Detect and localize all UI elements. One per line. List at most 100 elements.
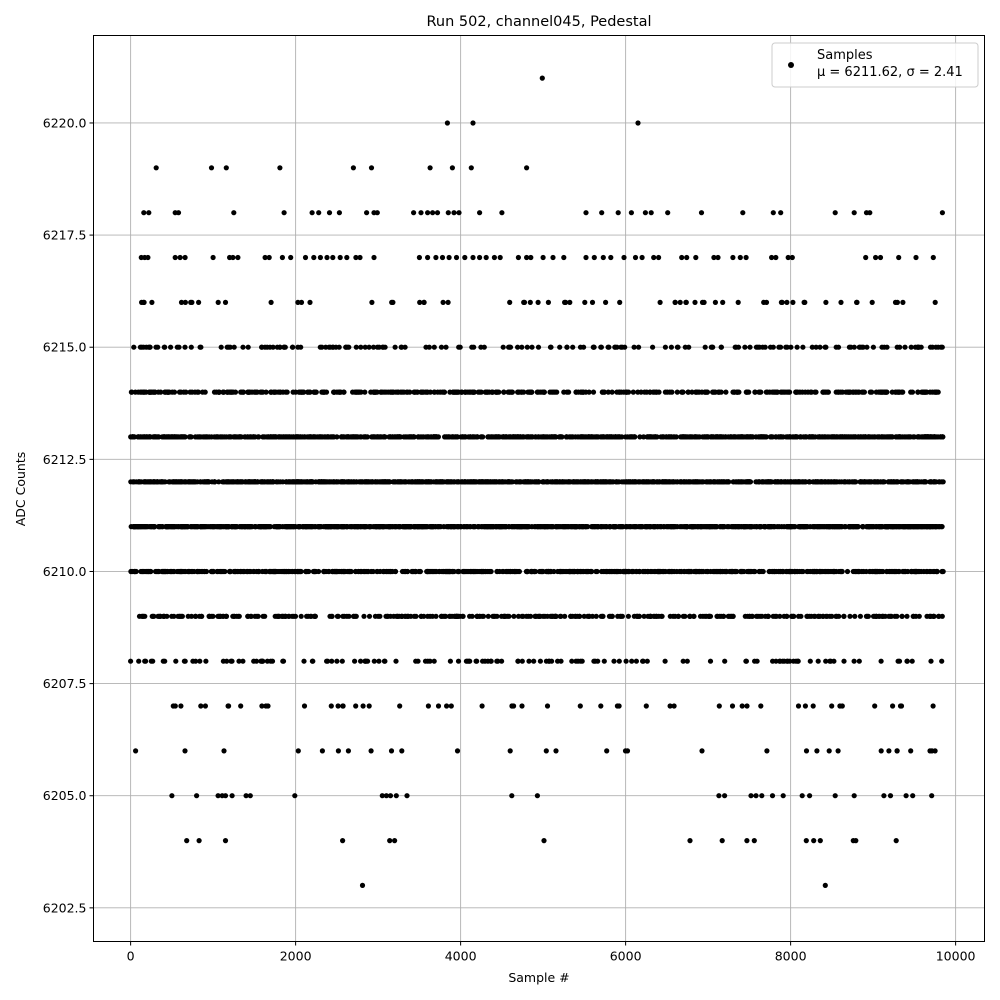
sample-point xyxy=(778,344,784,350)
sample-point xyxy=(739,434,746,440)
sample-point xyxy=(747,344,753,350)
sample-point xyxy=(756,568,762,575)
sample-point xyxy=(227,434,233,440)
sample-point xyxy=(408,613,414,619)
sample-point xyxy=(893,568,900,575)
sample-point xyxy=(216,479,222,485)
sample-point xyxy=(443,344,449,350)
sample-point xyxy=(570,613,576,619)
sample-point xyxy=(541,389,547,395)
sample-point xyxy=(501,434,507,440)
sample-point xyxy=(283,389,289,395)
sample-point xyxy=(350,389,356,395)
sample-point xyxy=(834,613,840,619)
sample-point xyxy=(625,479,631,485)
sample-point xyxy=(465,524,471,530)
sample-point xyxy=(932,299,938,305)
sample-point xyxy=(815,613,821,619)
sample-point xyxy=(564,344,570,350)
sample-point xyxy=(143,479,149,485)
sample-point xyxy=(612,344,618,350)
sample-point xyxy=(870,613,877,619)
sample-point xyxy=(908,344,914,350)
sample-point xyxy=(240,389,246,395)
sample-point xyxy=(178,299,185,305)
sample-point xyxy=(604,748,610,754)
sample-point xyxy=(605,389,611,395)
sample-point xyxy=(296,524,302,530)
sample-point xyxy=(524,344,530,350)
sample-point xyxy=(682,344,688,350)
sample-point xyxy=(667,703,673,709)
sample-point xyxy=(298,344,304,350)
sample-point xyxy=(497,568,503,575)
sample-point xyxy=(829,703,835,709)
sample-point xyxy=(548,344,554,350)
sample-point xyxy=(188,299,194,305)
sample-point xyxy=(495,658,501,664)
sample-point xyxy=(567,479,573,485)
sample-point xyxy=(268,434,274,440)
sample-point xyxy=(494,389,500,395)
sample-point xyxy=(684,524,690,530)
sample-point xyxy=(847,613,853,619)
sample-point xyxy=(359,882,366,889)
sample-point xyxy=(253,658,260,664)
sample-point xyxy=(924,568,930,575)
sample-point xyxy=(763,299,770,305)
sample-point xyxy=(474,613,480,619)
sample-point xyxy=(762,524,768,530)
sample-point xyxy=(223,479,230,485)
sample-point xyxy=(696,479,702,485)
sample-point xyxy=(525,434,531,440)
sample-point xyxy=(777,613,783,619)
sample-point xyxy=(643,703,649,709)
sample-point xyxy=(535,389,541,395)
sample-point xyxy=(624,748,631,754)
sample-point xyxy=(382,344,388,350)
sample-point xyxy=(732,434,738,440)
sample-point xyxy=(529,568,535,575)
sample-point xyxy=(731,479,737,485)
sample-point xyxy=(207,524,213,530)
sample-point xyxy=(218,344,224,350)
sample-point xyxy=(521,299,527,305)
sample-point xyxy=(462,434,468,440)
sample-point xyxy=(488,568,494,575)
sample-point xyxy=(402,613,409,619)
sample-point xyxy=(287,434,293,440)
sample-point xyxy=(307,389,313,395)
sample-point xyxy=(251,479,257,485)
sample-point xyxy=(734,524,741,530)
sample-point xyxy=(393,658,399,664)
sample-point xyxy=(768,434,775,440)
sample-point xyxy=(176,524,182,530)
sample-point xyxy=(603,479,609,485)
sample-point xyxy=(188,344,194,350)
sample-point xyxy=(741,524,747,530)
sample-point xyxy=(598,479,605,485)
sample-point xyxy=(228,658,234,664)
sample-point xyxy=(488,434,494,440)
sample-point xyxy=(609,613,615,619)
sample-point xyxy=(264,658,270,664)
sample-point xyxy=(372,613,378,619)
sample-point xyxy=(496,479,503,485)
sample-point xyxy=(195,389,201,395)
sample-point xyxy=(466,389,473,395)
sample-point xyxy=(650,389,656,395)
sample-point xyxy=(898,524,904,530)
sample-point xyxy=(419,479,425,485)
sample-point xyxy=(885,479,892,485)
sample-point xyxy=(168,344,174,350)
sample-point xyxy=(479,703,485,709)
sample-point xyxy=(815,524,821,530)
sample-point xyxy=(352,658,358,664)
sample-point xyxy=(351,613,357,619)
sample-point xyxy=(491,479,497,485)
sample-point xyxy=(908,748,914,754)
sample-point xyxy=(221,524,227,530)
sample-point xyxy=(535,479,541,485)
sample-point xyxy=(802,389,808,395)
sample-point xyxy=(354,524,360,530)
